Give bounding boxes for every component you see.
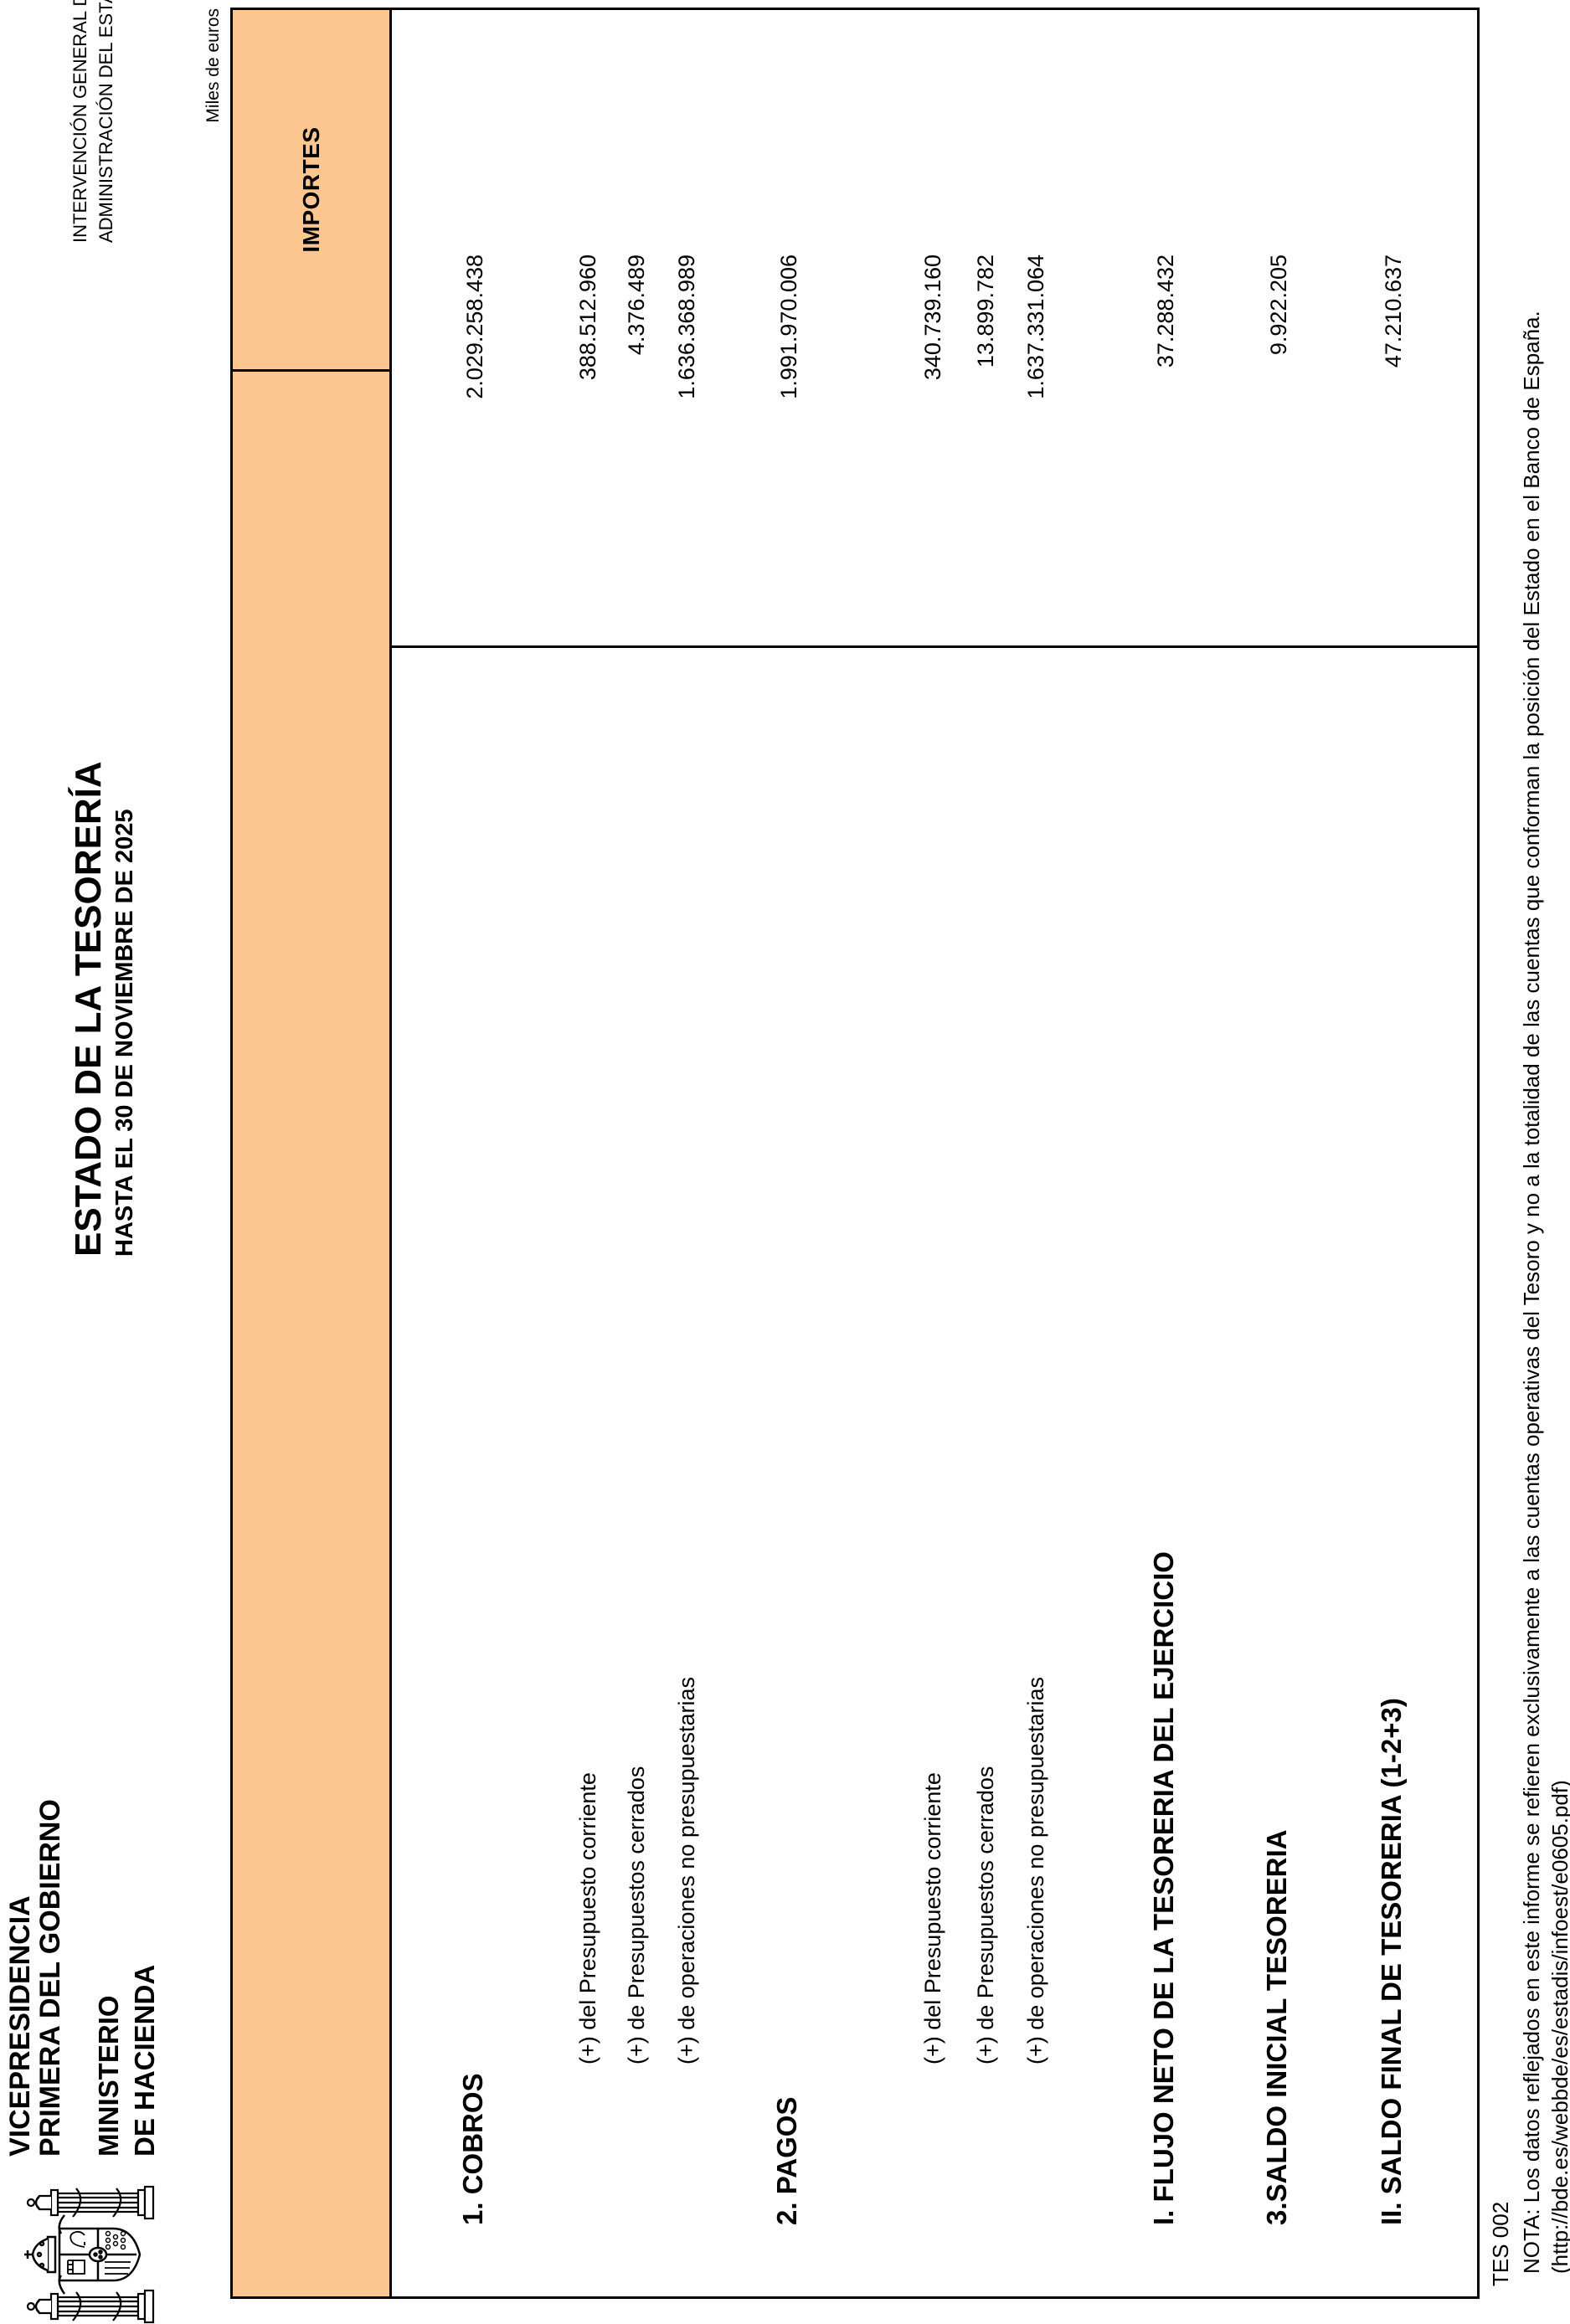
ministry-line-1: MINISTERIO — [93, 1995, 124, 2157]
table-row: II. SALDO FINAL DE TESORERIA (1-2+3) 47.… — [1375, 10, 1407, 2296]
table-row: 1. COBROS 2.029.258.438 — [456, 10, 488, 2296]
importes-header-label: IMPORTES — [297, 126, 324, 253]
right-pillar — [26, 2185, 155, 2220]
department-line-1: VICEPRESIDENCIA — [4, 1895, 36, 2157]
table-row: 2. PAGOS 1.991.970.006 — [770, 10, 802, 2296]
row-amount: 37.288.432 — [1153, 255, 1178, 368]
table-row: (+) de Presupuestos cerrados 4.376.489 — [618, 10, 649, 2296]
row-label: II. SALDO FINAL DE TESORERIA (1-2+3) — [1376, 1698, 1407, 2225]
table-row: (+) de operaciones no presupuestarias 1.… — [1017, 10, 1048, 2296]
row-amount: 388.512.960 — [575, 255, 600, 381]
table-row: 3.SALDO INICIAL TESORERIA 9.922.205 — [1260, 10, 1292, 2296]
row-label: (+) de Presupuestos cerrados — [624, 1766, 649, 2064]
table-row: I. FLUJO NETO DE LA TESORERIA DEL EJERCI… — [1147, 10, 1179, 2296]
footnote-line-2: (http://bde.es/webbde/es/estadis/infoest… — [1547, 1780, 1570, 2274]
row-amount: 1.991.970.006 — [776, 255, 801, 399]
page-title: ESTADO DE LA TESORERÍA — [68, 761, 109, 1257]
ministry-line-2: DE HACIENDA — [129, 1964, 160, 2157]
units-note: Miles de euros — [203, 8, 223, 123]
left-pillar — [26, 2289, 155, 2324]
footnote-line-1: NOTA: Los datos reflejados en este infor… — [1519, 311, 1544, 2274]
row-amount: 1.636.368.989 — [674, 255, 699, 399]
row-label: (+) del Presupuesto corriente — [575, 1772, 600, 2064]
table-row: (+) de Presupuestos cerrados 13.899.782 — [967, 10, 998, 2296]
department-line-2: PRIMERA DEL GOBIERNO — [34, 1799, 66, 2157]
table-header-row: IMPORTES — [233, 10, 392, 2296]
importes-header-cell: IMPORTES — [233, 10, 389, 372]
row-label: (+) de Presupuestos cerrados — [973, 1766, 998, 2064]
department-block: VICEPRESIDENCIA PRIMERA DEL GOBIERNO MIN… — [4, 1799, 162, 2157]
table-row: (+) de operaciones no presupuestarias 1.… — [668, 10, 699, 2296]
treasury-table: IMPORTES 1. COBROS 2.029.258.438 (+) del… — [230, 8, 1480, 2299]
row-amount: 13.899.782 — [973, 255, 998, 368]
row-label: (+) de operaciones no presupuestarias — [1023, 1676, 1048, 2064]
form-code: TES 002 — [1488, 2201, 1513, 2286]
row-amount: 9.922.205 — [1266, 255, 1291, 356]
royal-crown — [24, 2235, 57, 2274]
footnote-block: NOTA: Los datos reflejados en este infor… — [1517, 311, 1570, 2274]
page-subtitle: HASTA EL 30 DE NOVIEMBRE DE 2025 — [111, 809, 138, 1257]
row-amount: 1.637.331.064 — [1023, 255, 1048, 399]
table-row: (+) del Presupuesto corriente 340.739.16… — [914, 10, 945, 2296]
spain-coat-of-arms-icon — [24, 2185, 155, 2324]
ribbon — [58, 2214, 66, 2295]
row-label: (+) de operaciones no presupuestarias — [674, 1676, 699, 2064]
row-label: 2. PAGOS — [771, 2096, 802, 2225]
title-block: ESTADO DE LA TESORERÍA HASTA EL 30 DE NO… — [68, 761, 142, 1257]
agency-line-2: ADMINISTRACIÓN DEL ESTADO — [95, 0, 116, 243]
row-label: (+) del Presupuesto corriente — [920, 1772, 945, 2064]
shield — [58, 2227, 142, 2282]
row-label: 3.SALDO INICIAL TESORERIA — [1261, 1829, 1292, 2225]
table-row: (+) del Presupuesto corriente 388.512.96… — [569, 10, 600, 2296]
row-amount: 47.210.637 — [1381, 255, 1406, 368]
agency-line-1: INTERVENCIÓN GENERAL DE LA — [69, 0, 90, 243]
row-label: 1. COBROS — [457, 2073, 488, 2225]
agency-block: INTERVENCIÓN GENERAL DE LA ADMINISTRACIÓ… — [67, 0, 119, 243]
row-label: I. FLUJO NETO DE LA TESORERIA DEL EJERCI… — [1148, 1551, 1179, 2225]
row-amount: 2.029.258.438 — [462, 255, 487, 399]
row-amount: 340.739.160 — [920, 255, 945, 381]
row-amount: 4.376.489 — [624, 255, 649, 356]
